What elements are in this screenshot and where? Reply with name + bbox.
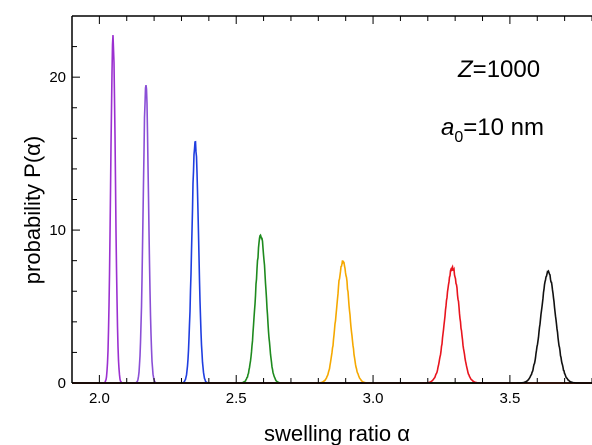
y-tick-label: 20: [49, 69, 66, 86]
curves-layer: [72, 35, 592, 384]
annotation-z: Z=1000: [457, 56, 540, 83]
series-1-curve: [72, 35, 592, 384]
annotation-a0: a0=10 nm: [441, 114, 544, 146]
y-tick-label: 10: [49, 222, 66, 239]
x-tick-label: 2.0: [89, 390, 110, 407]
x-tick-label: 3.0: [363, 390, 384, 407]
y-axis-title: probability P(α): [20, 136, 45, 284]
x-tick-label: 2.5: [226, 390, 247, 407]
x-tick-label: 3.5: [499, 390, 520, 407]
y-tick-label: 0: [58, 375, 66, 392]
x-axis-title: swelling ratio α: [264, 421, 410, 445]
axes-layer: 2.0 2.5 3.0 3.5 0 10 20: [49, 15, 592, 407]
